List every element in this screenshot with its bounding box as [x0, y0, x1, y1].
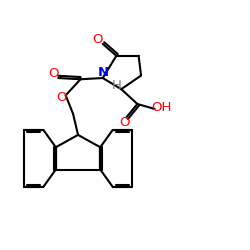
Text: O: O: [48, 67, 58, 80]
Text: H: H: [112, 79, 122, 92]
Text: O: O: [120, 116, 130, 128]
Text: N: N: [98, 66, 108, 79]
Text: OH: OH: [152, 101, 172, 114]
Text: O: O: [92, 34, 103, 46]
Text: O: O: [56, 91, 66, 104]
